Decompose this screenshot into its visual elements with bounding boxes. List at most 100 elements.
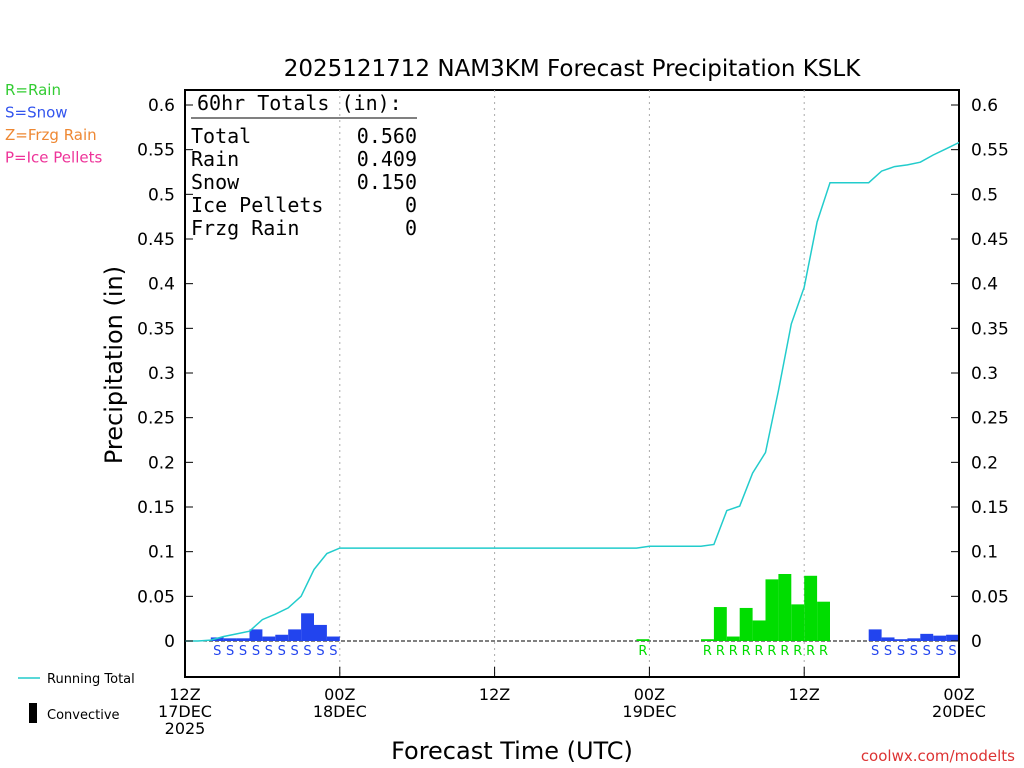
chart-title: 2025121712 NAM3KM Forecast Precipitation… xyxy=(284,56,862,82)
y-tick-label-left: 0.55 xyxy=(137,141,175,161)
rain-bar xyxy=(739,607,753,641)
precip-type-marker: R xyxy=(806,644,815,659)
y-tick-label-left: 0.45 xyxy=(137,230,175,250)
x-tick-label: 2025 xyxy=(165,719,206,738)
precip-type-legend: R=Rain S=Snow Z=Frzg Rain P=Ice Pellets xyxy=(5,81,102,167)
precip-type-marker: R xyxy=(703,644,712,659)
precip-type-marker: S xyxy=(884,644,892,659)
running-total-legend-label: Running Total xyxy=(47,672,135,687)
x-tick-label: 00Z xyxy=(324,685,355,704)
y-tick-label-right: 0.05 xyxy=(971,587,1009,607)
snow-bar xyxy=(275,634,289,641)
totals-row-label: Rain xyxy=(191,147,239,171)
snow-bar xyxy=(301,613,314,641)
snow-bar xyxy=(210,637,224,641)
precip-type-marker: S xyxy=(265,644,273,659)
totals-row-value: 0.560 xyxy=(357,124,417,148)
y-tick-label-left: 0.05 xyxy=(137,587,175,607)
x-tick-label: 00Z xyxy=(943,685,974,704)
snow-bar xyxy=(881,637,895,641)
x-tick-label: 20DEC xyxy=(932,702,986,721)
y-tick-label-left: 0.5 xyxy=(148,185,175,205)
legend-entry: R=Rain xyxy=(5,81,61,99)
precip-type-marker: R xyxy=(716,644,725,659)
totals-header: 60hr Totals (in): xyxy=(197,91,402,115)
precip-type-marker: S xyxy=(897,644,905,659)
precip-bars xyxy=(210,574,958,641)
precip-type-marker: R xyxy=(755,644,764,659)
totals-row-label: Total xyxy=(191,124,251,148)
legend-entry: S=Snow xyxy=(5,104,68,122)
precip-type-marker: S xyxy=(329,644,337,659)
precip-type-marker: S xyxy=(239,644,247,659)
legend-entry: Z=Frzg Rain xyxy=(5,126,97,144)
credit-text: coolwx.com/modelts xyxy=(861,747,1015,765)
precip-type-marker: S xyxy=(252,644,260,659)
y-tick-label-left: 0.6 xyxy=(148,96,175,116)
snow-bar xyxy=(236,638,250,641)
y-tick-label-right: 0 xyxy=(971,632,982,652)
snow-bar xyxy=(262,636,276,641)
rain-bar xyxy=(636,639,650,641)
x-tick-label: 00Z xyxy=(634,685,665,704)
x-tick-label: 17DEC xyxy=(158,702,212,721)
precip-type-marker: R xyxy=(742,644,751,659)
precip-type-marker: R xyxy=(819,644,828,659)
x-tick-label: 12Z xyxy=(169,685,200,704)
totals-box: 60hr Totals (in): Total 0.560 Rain 0.409 Snow… xyxy=(191,91,417,240)
precip-type-marker: S xyxy=(871,644,879,659)
x-tick-label: 19DEC xyxy=(622,702,676,721)
snow-bar xyxy=(933,635,947,641)
y-tick-label-right: 0.4 xyxy=(971,275,998,295)
legend-entry: P=Ice Pellets xyxy=(5,149,102,167)
rain-bar xyxy=(726,636,740,641)
y-tick-label-right: 0.25 xyxy=(971,409,1009,429)
plot-frame xyxy=(184,89,960,678)
precip-type-marker: R xyxy=(793,644,802,659)
precip-type-marker: S xyxy=(923,644,931,659)
precip-type-marker: R xyxy=(729,644,738,659)
x-axis-label: Forecast Time (UTC) xyxy=(391,737,633,765)
y-tick-label-left: 0.25 xyxy=(137,409,175,429)
y-tick-label-left: 0.35 xyxy=(137,319,175,339)
rain-bar xyxy=(752,620,766,641)
y-tick-label-right: 0.15 xyxy=(971,498,1009,518)
y-tick-label-right: 0.6 xyxy=(971,96,998,116)
y-tick-label-right: 0.5 xyxy=(971,185,998,205)
y-tick-label-left: 0.4 xyxy=(148,275,175,295)
rain-bar xyxy=(804,575,818,641)
y-tick-label-right: 0.35 xyxy=(971,319,1009,339)
snow-bar xyxy=(894,639,908,641)
totals-row-label: Ice Pellets xyxy=(191,193,323,217)
x-tick-label: 12Z xyxy=(479,685,510,704)
y-tick-label-left: 0.1 xyxy=(148,543,175,563)
totals-row-value: 0.150 xyxy=(357,170,417,194)
y-tick-label-right: 0.55 xyxy=(971,141,1009,161)
snow-bar xyxy=(868,629,882,641)
snow-bar xyxy=(946,634,958,641)
precip-type-marker: R xyxy=(767,644,776,659)
snow-bar xyxy=(920,633,934,641)
precip-type-marker: S xyxy=(291,644,299,659)
y-tick-label-left: 0 xyxy=(164,632,175,652)
y-tick-label-right: 0.2 xyxy=(971,453,998,473)
precip-type-marker: S xyxy=(303,644,311,659)
precip-type-marker: S xyxy=(910,644,918,659)
totals-row-value: 0 xyxy=(405,193,417,217)
totals-row-label: Snow xyxy=(191,170,240,194)
precip-type-marker: S xyxy=(213,644,221,659)
precip-type-marker: R xyxy=(638,644,647,659)
y-axis-ticks: 0 00.05 0.050.1 0.10.15 0.150.2 0.20.25 0.250.… xyxy=(137,96,1009,652)
y-tick-label-right: 0.3 xyxy=(971,364,998,384)
rain-bar xyxy=(817,601,830,641)
totals-row-value: 0 xyxy=(405,216,417,240)
snow-bar xyxy=(223,638,237,641)
convective-legend-label: Convective xyxy=(47,708,120,723)
y-tick-label-right: 0.45 xyxy=(971,230,1009,250)
precip-type-marker: S xyxy=(936,644,944,659)
rain-bar xyxy=(765,579,779,641)
snow-bar xyxy=(288,629,302,641)
